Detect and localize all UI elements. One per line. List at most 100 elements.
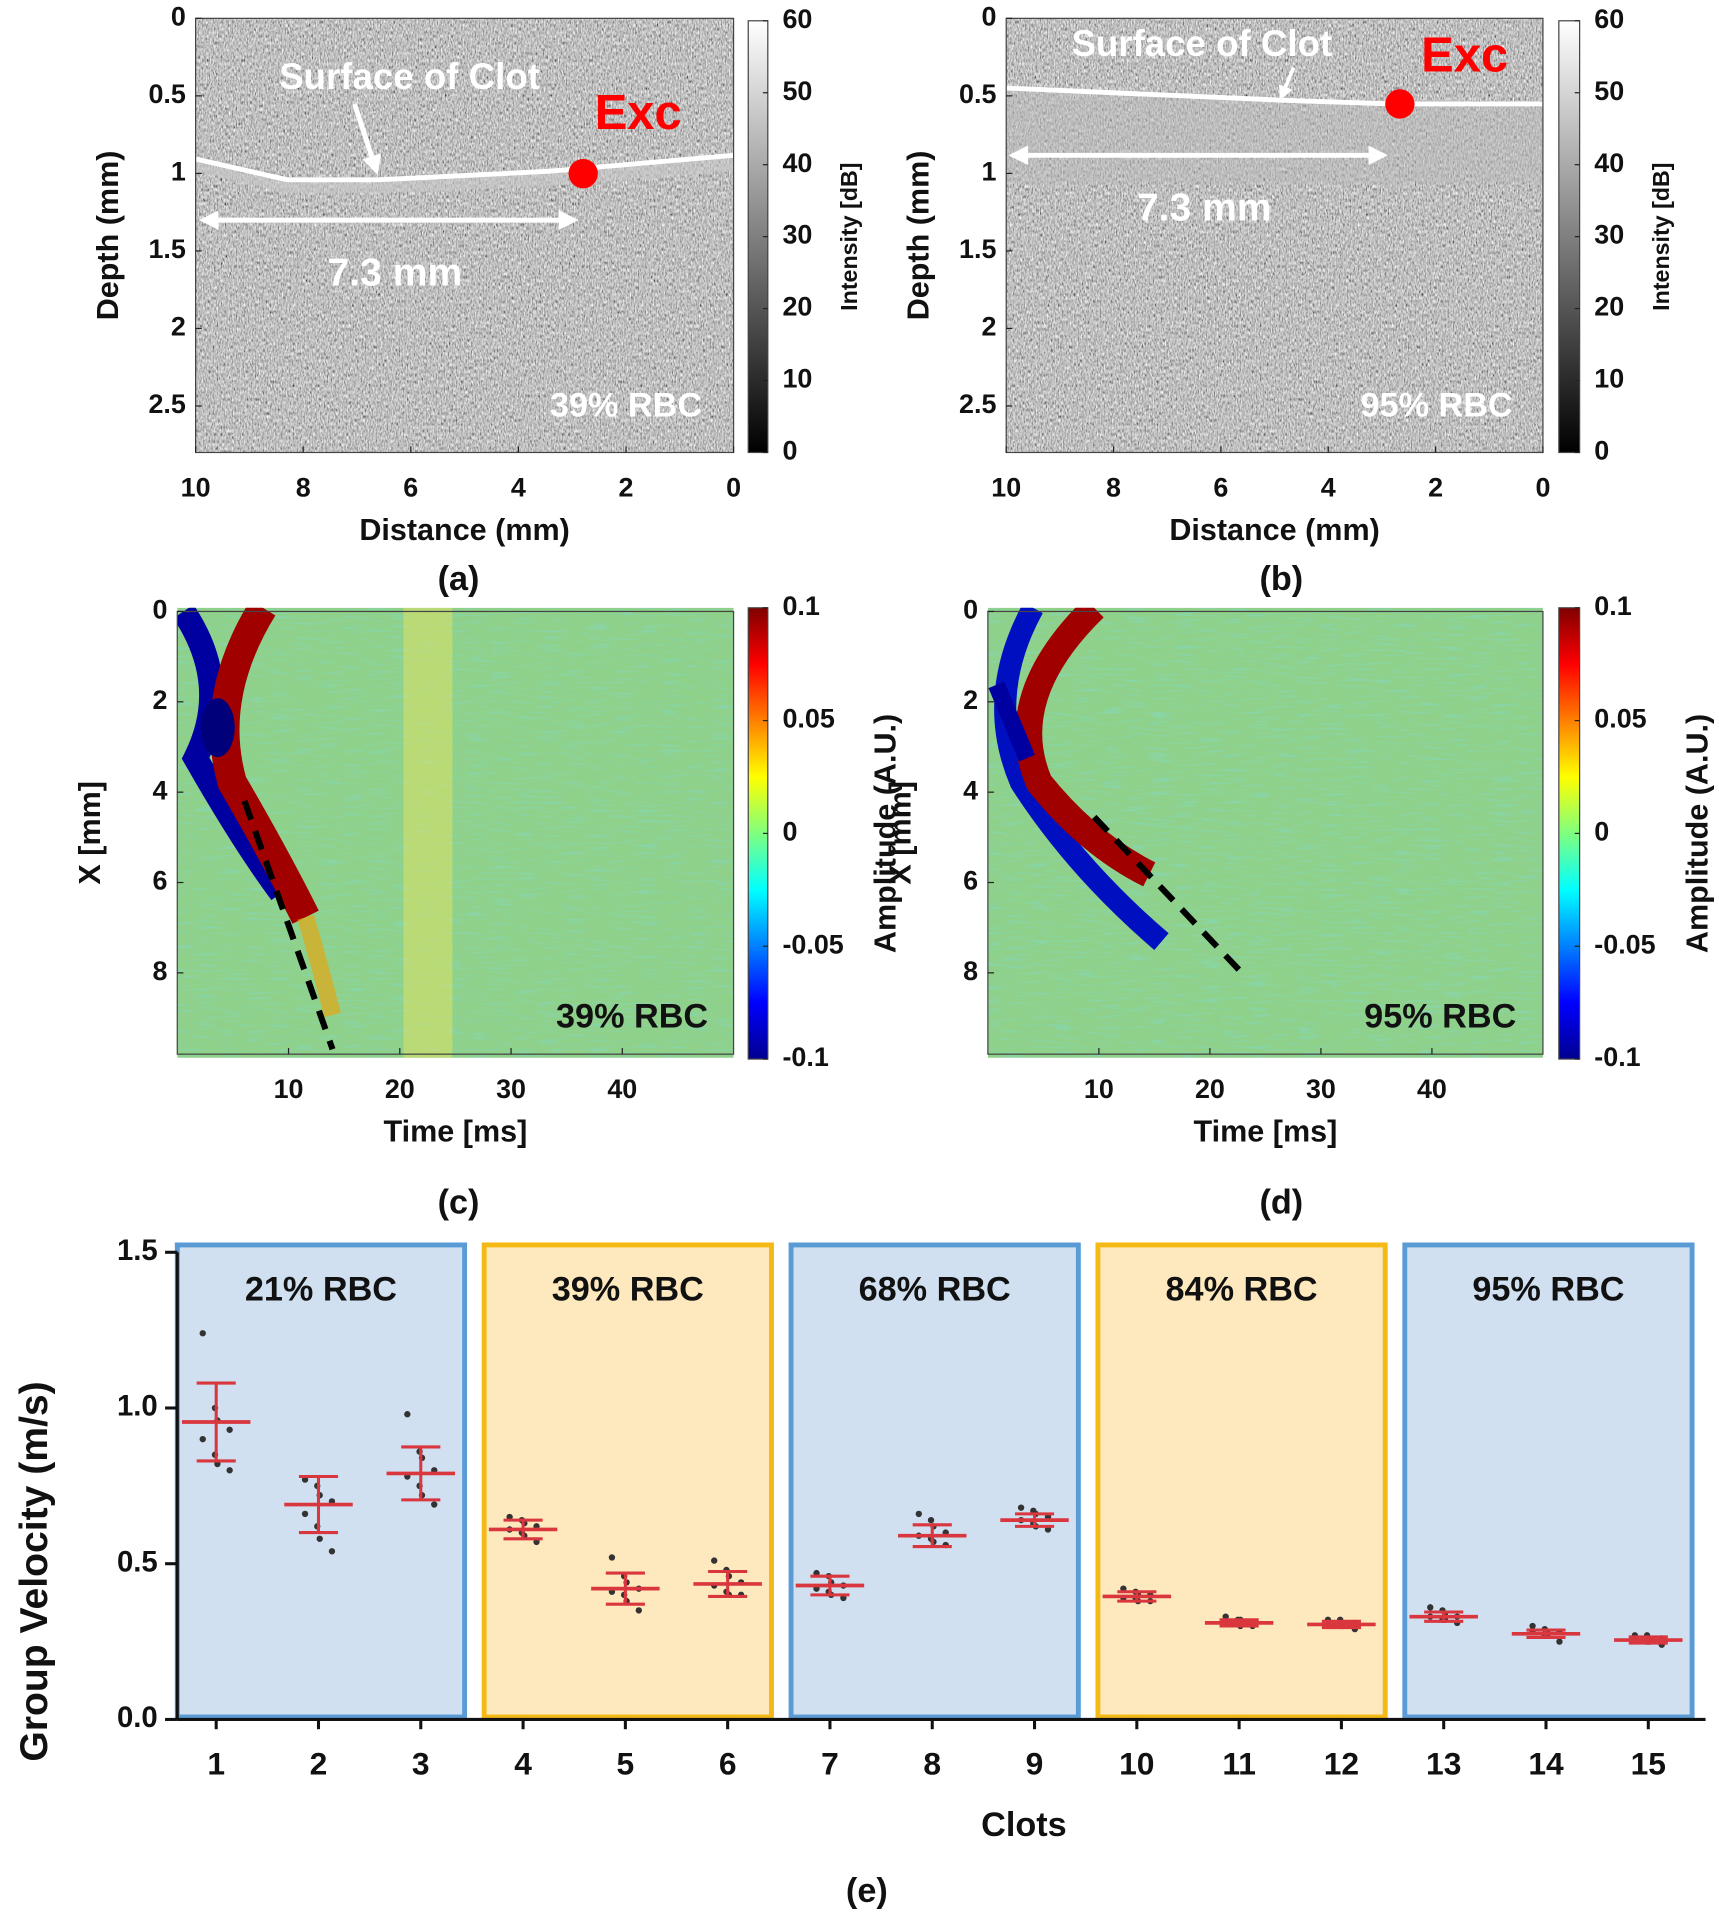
y-tick-label: 6 (153, 866, 168, 896)
annotation: Exc (1421, 29, 1508, 83)
x-tick-label: 5 (617, 1745, 635, 1781)
wave-image (177, 607, 734, 1058)
colorbar-tick-label: 40 (1594, 148, 1624, 178)
data-point (226, 1467, 233, 1474)
data-point (199, 1435, 206, 1443)
y-axis-title: Depth (mm) (91, 151, 125, 321)
data-point (301, 1510, 309, 1518)
x-tick-label: 30 (496, 1074, 526, 1104)
data-point (711, 1557, 718, 1564)
x-tick-label: 15 (1631, 1745, 1666, 1781)
x-tick-label: 2 (310, 1745, 328, 1781)
ultrasound-image (1006, 18, 1543, 453)
x-tick-label: 8 (1106, 472, 1121, 502)
colorbar-title: Intensity [dB] (1648, 162, 1674, 310)
x-tick-label: 11 (1222, 1745, 1256, 1781)
x-tick-label: 10 (991, 472, 1021, 502)
annotation: 95% RBC (1364, 998, 1516, 1036)
data-point (1556, 1638, 1563, 1645)
x-tick-label: 14 (1528, 1745, 1564, 1781)
data-point (226, 1426, 233, 1433)
colorbar-tick-label: 10 (1594, 364, 1624, 394)
y-tick-label: 0 (171, 1, 186, 31)
x-tick-label: 10 (274, 1074, 304, 1104)
x-tick-label: 1 (207, 1745, 225, 1781)
colorbar-title: Amplitude (A.U.) (869, 714, 903, 953)
y-tick-label: 4 (963, 775, 978, 805)
y-tick-label: 2 (153, 685, 168, 715)
group-box (481, 1242, 774, 1720)
colorbar-tick-label: 40 (782, 148, 812, 178)
group-label: 84% RBC (1166, 1270, 1318, 1308)
y-tick-label: 1.5 (148, 234, 185, 264)
error-bar (401, 1445, 441, 1502)
x-tick-label: 20 (1195, 1074, 1225, 1104)
x-axis-title: Clots (981, 1806, 1067, 1844)
error-bar (708, 1569, 748, 1598)
x-tick-label: 10 (1084, 1074, 1114, 1104)
group-box (788, 1242, 1081, 1720)
colorbar-tick-label: 0 (782, 817, 797, 847)
colorbar-tick-label: 0 (1594, 436, 1609, 466)
y-tick-label: 1.5 (117, 1234, 158, 1267)
y-tick-label: 0 (981, 1, 996, 31)
data-point (1017, 1504, 1025, 1511)
colorbar-tick-label: 0.05 (782, 704, 834, 734)
colorbar-tick-label: -0.1 (1594, 1042, 1640, 1072)
x-tick-label: 4 (511, 472, 526, 502)
data-point (1427, 1604, 1434, 1611)
x-tick-label: 8 (923, 1745, 941, 1781)
panel-label: (a) (438, 560, 480, 598)
y-tick-label: 2 (171, 312, 186, 342)
x-tick-label: 3 (412, 1745, 430, 1781)
annotation: 39% RBC (556, 998, 708, 1036)
colorbar-tick-label: -0.05 (782, 929, 843, 959)
colorbar-tick-label: 0 (1594, 817, 1609, 847)
error-bar (1424, 1610, 1464, 1623)
error-bar (1219, 1618, 1259, 1628)
y-tick-label: 1 (171, 157, 186, 187)
colorbar-tick-label: 0 (782, 436, 797, 466)
x-tick-label: 40 (607, 1074, 637, 1104)
x-tick-label: 6 (1213, 472, 1228, 502)
y-axis-title: Depth (mm) (902, 151, 936, 321)
colorbar-tick-label: 60 (1594, 4, 1624, 34)
x-axis-title: Distance (mm) (359, 513, 569, 547)
data-point (915, 1510, 922, 1518)
x-tick-label: 6 (719, 1745, 737, 1781)
y-tick-label: 1 (981, 157, 996, 187)
colorbar-tick-label: 30 (782, 220, 812, 250)
panel-label: (d) (1259, 1184, 1303, 1222)
y-tick-label: 1.0 (117, 1390, 158, 1423)
data-point (608, 1554, 616, 1561)
x-tick-label: 12 (1324, 1745, 1359, 1781)
x-tick-label: 10 (181, 472, 211, 502)
y-tick-label: 0.5 (117, 1545, 158, 1578)
plot-frame (1005, 17, 1544, 454)
y-tick-label: 2 (963, 685, 978, 715)
colorbar-tick-label: 50 (782, 76, 812, 106)
x-tick-label: 0 (1535, 472, 1550, 502)
group-label: 21% RBC (245, 1270, 397, 1308)
data-point (927, 1516, 935, 1524)
x-tick-label: 6 (403, 472, 418, 502)
group-box (1095, 1242, 1388, 1720)
annotation: 7.3 mm (328, 251, 463, 294)
x-tick-label: 20 (385, 1074, 415, 1104)
ultrasound-image (195, 18, 734, 453)
y-tick-label: 8 (153, 956, 168, 986)
colorbar-tick-label: 50 (1594, 76, 1624, 106)
colorbar-tick-label: 0.05 (1594, 704, 1646, 734)
wave-image (987, 607, 1543, 1058)
data-point (1529, 1622, 1536, 1630)
group-box (174, 1242, 468, 1720)
colorbar-tick-label: 0.1 (782, 591, 819, 621)
data-point (328, 1548, 336, 1555)
data-point (316, 1535, 323, 1542)
y-tick-label: 0.5 (148, 79, 185, 109)
x-tick-label: 2 (1428, 472, 1443, 502)
x-tick-label: 40 (1417, 1074, 1447, 1104)
panel-label: (e) (846, 1872, 888, 1910)
plot-frame (195, 17, 735, 454)
